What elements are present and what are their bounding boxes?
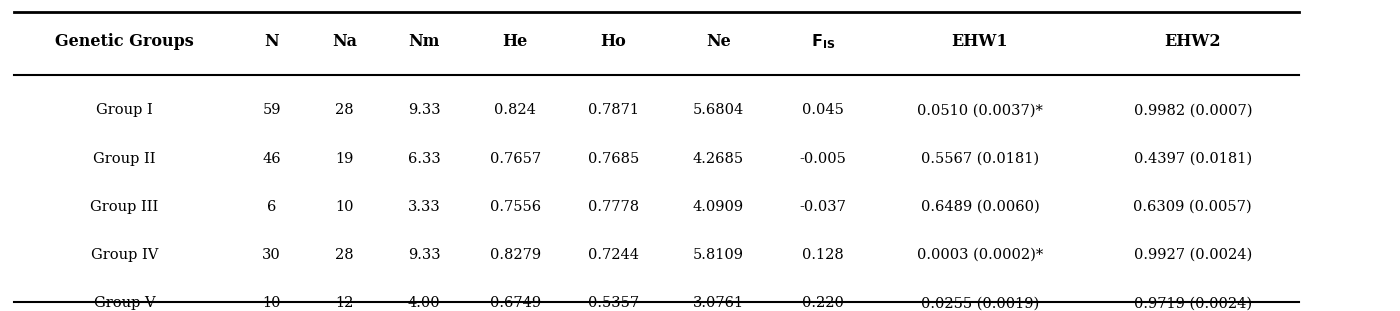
Text: 0.5357: 0.5357 bbox=[588, 296, 638, 310]
Text: 0.7556: 0.7556 bbox=[490, 200, 540, 214]
Text: Group III: Group III bbox=[91, 200, 158, 214]
Text: He: He bbox=[503, 34, 528, 50]
Text: 9.33: 9.33 bbox=[407, 248, 441, 262]
Text: 0.0003 (0.0002)*: 0.0003 (0.0002)* bbox=[917, 248, 1043, 262]
Text: 6.33: 6.33 bbox=[407, 151, 441, 166]
Text: 10: 10 bbox=[335, 200, 354, 214]
Text: Ne: Ne bbox=[706, 34, 731, 50]
Text: 0.7685: 0.7685 bbox=[588, 151, 638, 166]
Text: -0.005: -0.005 bbox=[799, 151, 847, 166]
Text: 9.33: 9.33 bbox=[407, 103, 441, 118]
Text: EHW1: EHW1 bbox=[952, 34, 1008, 50]
Text: Ho: Ho bbox=[601, 34, 626, 50]
Text: 28: 28 bbox=[335, 103, 354, 118]
Text: 0.128: 0.128 bbox=[802, 248, 844, 262]
Text: 30: 30 bbox=[262, 248, 281, 262]
Text: 6: 6 bbox=[267, 200, 276, 214]
Text: 4.2685: 4.2685 bbox=[693, 151, 743, 166]
Text: 12: 12 bbox=[335, 296, 354, 310]
Text: N: N bbox=[265, 34, 279, 50]
Text: Group IV: Group IV bbox=[91, 248, 158, 262]
Text: 4.0909: 4.0909 bbox=[693, 200, 743, 214]
Text: 0.824: 0.824 bbox=[494, 103, 536, 118]
Text: 0.4397 (0.0181): 0.4397 (0.0181) bbox=[1134, 151, 1252, 166]
Text: -0.037: -0.037 bbox=[799, 200, 847, 214]
Text: 46: 46 bbox=[262, 151, 281, 166]
Text: 4.00: 4.00 bbox=[407, 296, 441, 310]
Text: 0.7657: 0.7657 bbox=[490, 151, 540, 166]
Text: 0.045: 0.045 bbox=[802, 103, 844, 118]
Text: 5.8109: 5.8109 bbox=[693, 248, 743, 262]
Text: Group I: Group I bbox=[97, 103, 153, 118]
Text: 0.7778: 0.7778 bbox=[588, 200, 638, 214]
Text: 59: 59 bbox=[262, 103, 281, 118]
Text: 3.33: 3.33 bbox=[407, 200, 441, 214]
Text: 19: 19 bbox=[335, 151, 354, 166]
Text: 0.0255 (0.0019): 0.0255 (0.0019) bbox=[921, 296, 1039, 310]
Text: 0.6489 (0.0060): 0.6489 (0.0060) bbox=[921, 200, 1039, 214]
Text: 0.9927 (0.0024): 0.9927 (0.0024) bbox=[1134, 248, 1252, 262]
Text: 0.0510 (0.0037)*: 0.0510 (0.0037)* bbox=[917, 103, 1043, 118]
Text: 5.6804: 5.6804 bbox=[693, 103, 743, 118]
Text: Nm: Nm bbox=[409, 34, 440, 50]
Text: 28: 28 bbox=[335, 248, 354, 262]
Text: 3.0761: 3.0761 bbox=[693, 296, 743, 310]
Text: 0.6309 (0.0057): 0.6309 (0.0057) bbox=[1134, 200, 1252, 214]
Text: 0.7244: 0.7244 bbox=[588, 248, 638, 262]
Text: 0.9719 (0.0024): 0.9719 (0.0024) bbox=[1134, 296, 1252, 310]
Text: 0.7871: 0.7871 bbox=[588, 103, 638, 118]
Text: Group II: Group II bbox=[94, 151, 155, 166]
Text: $\mathbf{F_{IS}}$: $\mathbf{F_{IS}}$ bbox=[811, 33, 836, 51]
Text: 0.6749: 0.6749 bbox=[490, 296, 540, 310]
Text: Genetic Groups: Genetic Groups bbox=[55, 34, 195, 50]
Text: 10: 10 bbox=[262, 296, 281, 310]
Text: 0.5567 (0.0181): 0.5567 (0.0181) bbox=[921, 151, 1039, 166]
Text: Group V: Group V bbox=[94, 296, 155, 310]
Text: 0.9982 (0.0007): 0.9982 (0.0007) bbox=[1134, 103, 1252, 118]
Text: 0.220: 0.220 bbox=[802, 296, 844, 310]
Text: EHW2: EHW2 bbox=[1165, 34, 1221, 50]
Text: 0.8279: 0.8279 bbox=[490, 248, 540, 262]
Text: Na: Na bbox=[332, 34, 357, 50]
